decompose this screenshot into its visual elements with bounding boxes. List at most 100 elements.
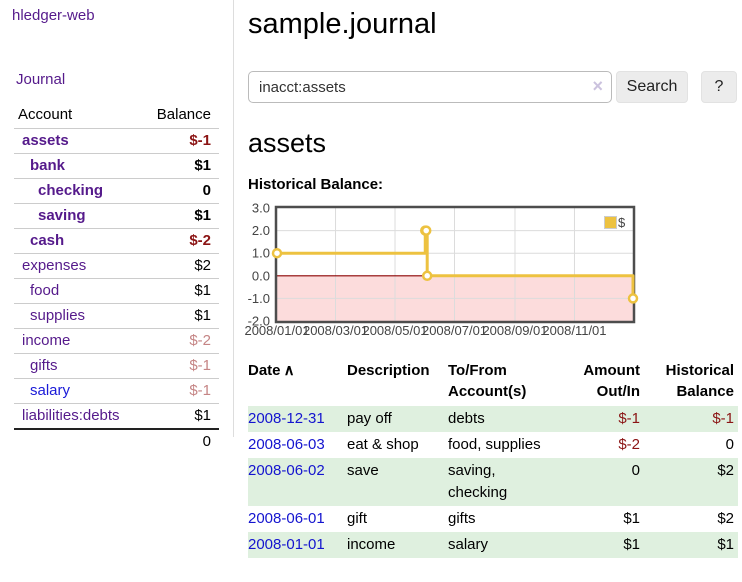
column-label: Historical	[665, 362, 734, 379]
transaction-description: pay off	[347, 410, 392, 427]
account-row: income $-2	[14, 328, 219, 354]
transaction-row: 2008-06-03 eat & shop food, supplies $-2…	[248, 432, 738, 458]
app-title-link[interactable]: hledger-web	[12, 7, 95, 24]
page-title: sample.journal	[248, 8, 437, 40]
transaction-amount: $-1	[618, 410, 640, 427]
transaction-accounts: salary	[448, 536, 489, 553]
total-spacer	[14, 428, 140, 454]
account-balance: $-1	[139, 128, 219, 154]
register-column-header: Description	[347, 360, 448, 406]
data-point-marker	[420, 225, 432, 236]
main-content: sample.journal × Search ? assets Histori…	[244, 0, 742, 558]
account-link[interactable]: cash	[30, 232, 65, 249]
x-tick-label: 2008/03/01	[303, 323, 368, 338]
account-balance: $-1	[139, 353, 219, 379]
data-point-marker	[421, 270, 433, 282]
account-balance: 0	[139, 178, 219, 204]
clear-search-icon[interactable]: ×	[592, 76, 603, 96]
transaction-row: 2008-06-01 gift gifts $1 $2	[248, 506, 738, 532]
column-label: Date	[248, 362, 281, 379]
register-column-header: To/From Account(s)	[448, 360, 558, 406]
transaction-description: income	[347, 536, 396, 553]
transaction-date-link[interactable]: 2008-06-01	[248, 510, 325, 527]
transaction-description: gift	[347, 510, 368, 527]
y-tick-label: 3.0	[252, 201, 270, 216]
y-tick-label: 0.0	[252, 268, 270, 283]
register-column-header[interactable]: Date ∧	[248, 360, 347, 406]
column-label: Amount	[583, 362, 640, 379]
transaction-row: 2008-12-31 pay off debts $-1 $-1	[248, 406, 738, 432]
legend-swatch	[604, 216, 617, 229]
account-balance: $2	[139, 253, 219, 279]
x-tick-label: 2008/05/01	[362, 323, 427, 338]
account-link[interactable]: bank	[30, 157, 66, 174]
account-link[interactable]: saving	[38, 207, 86, 224]
transaction-balance: 0	[725, 436, 734, 453]
account-row: liabilities:debts $1	[14, 403, 219, 429]
y-tick-label: -1.0	[248, 291, 270, 306]
account-row: cash $-2	[14, 228, 219, 254]
x-tick-label: 2008/07/01	[422, 323, 487, 338]
transaction-row: 2008-06-02 save saving, checking 0 $2	[248, 458, 738, 506]
transaction-amount: $-2	[618, 436, 640, 453]
account-row: salary $-1	[14, 378, 219, 404]
y-tick-label: -2.0	[248, 314, 270, 329]
x-tick-label: 2008/11/01	[542, 323, 606, 338]
account-balance: $-2	[139, 228, 219, 254]
account-link[interactable]: salary	[30, 382, 71, 399]
account-balance: $1	[139, 203, 219, 229]
transaction-date-link[interactable]: 2008-06-03	[248, 436, 325, 453]
data-point-marker	[271, 247, 283, 259]
transaction-description: save	[347, 462, 379, 479]
transaction-amount: $1	[623, 536, 640, 553]
search-input[interactable]	[248, 71, 612, 103]
search-bar: × Search ?	[248, 71, 742, 103]
account-row: supplies $1	[14, 303, 219, 329]
register-table: Date ∧ Description To/From Account(s) Amount…	[248, 360, 738, 558]
transaction-accounts: gifts	[448, 510, 476, 527]
account-link[interactable]: checking	[38, 182, 104, 199]
transaction-date-link[interactable]: 2008-12-31	[248, 410, 325, 427]
transaction-balance: $-1	[712, 410, 734, 427]
transaction-accounts: saving, checking	[448, 462, 508, 501]
account-row: bank $1	[14, 153, 219, 179]
account-balance: $1	[139, 153, 219, 179]
data-point-marker	[627, 293, 639, 304]
column-sublabel: Account(s)	[448, 383, 527, 400]
total-balance: 0	[139, 428, 219, 454]
accounts-total-row: 0	[14, 428, 219, 454]
account-row: checking 0	[14, 178, 219, 204]
x-tick-label: 2008/01/01	[244, 323, 309, 338]
x-tick-label: 2008/09/01	[482, 323, 547, 338]
help-button[interactable]: ?	[701, 71, 737, 103]
transaction-accounts: debts	[448, 410, 485, 427]
account-row: food $1	[14, 278, 219, 304]
register-header-row: Date ∧ Description To/From Account(s) Amount…	[248, 360, 738, 406]
sidebar-item-journal[interactable]: Journal	[16, 71, 66, 88]
account-link[interactable]: food	[30, 282, 60, 299]
column-sublabel: Out/In	[596, 383, 640, 400]
search-button[interactable]: Search	[616, 71, 688, 103]
historical-balance-chart: 3.0 2.0 1.0 0.0 -1.0 -2.02008/01/012008/03/01…	[244, 201, 639, 338]
account-row: gifts $-1	[14, 353, 219, 379]
account-link[interactable]: assets	[22, 132, 69, 149]
accounts-balance-table: Account Balance assets $-1 bank $1 check…	[14, 103, 219, 454]
balance-column-header: Balance	[156, 106, 211, 123]
account-balance: $1	[139, 303, 219, 329]
transaction-date-link[interactable]: 2008-06-02	[248, 462, 325, 479]
transaction-amount: 0	[631, 462, 640, 479]
register-column-header: Amount Out/In	[558, 360, 640, 406]
transaction-date-link[interactable]: 2008-01-01	[248, 536, 325, 553]
account-link[interactable]: gifts	[30, 357, 58, 374]
search-input-wrap: ×	[248, 71, 612, 103]
transaction-balance: $1	[717, 536, 734, 553]
account-heading: assets	[248, 128, 327, 158]
account-link[interactable]: supplies	[30, 307, 86, 324]
account-link[interactable]: liabilities:debts	[22, 407, 120, 424]
transaction-balance: $2	[717, 510, 734, 527]
account-link[interactable]: expenses	[22, 257, 87, 274]
account-link[interactable]: income	[22, 332, 71, 349]
accounts-header-row: Account Balance	[14, 103, 219, 129]
account-balance: $-1	[139, 378, 219, 404]
legend-label: $	[618, 215, 626, 230]
